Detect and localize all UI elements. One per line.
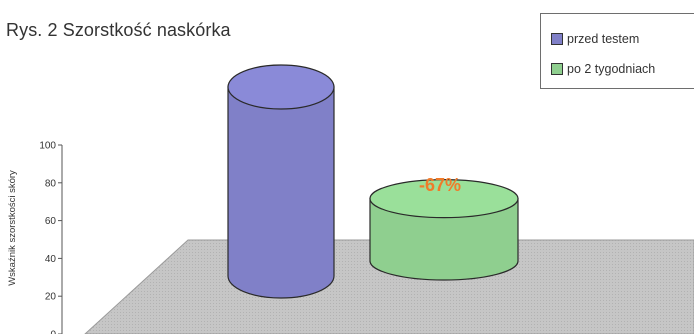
legend-label-po-2-tygodniach: po 2 tygodniach <box>567 62 656 76</box>
bar-top-przed-testem <box>227 64 335 110</box>
chart-title: Rys. 2 Szorstkość naskórka <box>6 20 231 40</box>
y-axis-label: Wskaźnik szorstkości skóry <box>7 170 18 286</box>
y-tick-label-0: 0 <box>50 330 56 334</box>
legend-label-przed-testem: przed testem <box>567 32 640 46</box>
y-tick-label-100: 100 <box>39 141 56 152</box>
bar-top-po-2-tygodniach <box>369 179 519 219</box>
y-tick-label-80: 80 <box>45 178 57 189</box>
legend-swatch-przed-testem <box>551 33 563 45</box>
bar-po-2-tygodniach <box>369 179 519 281</box>
legend-item-po-2-tygodniach: po 2 tygodniach <box>551 62 655 76</box>
legend-item-przed-testem: przed testem <box>551 32 639 46</box>
bar-przed-testem <box>227 64 335 299</box>
chart-legend: przed testem po 2 tygodniach <box>540 13 694 89</box>
bar-body-po-2-tygodniach <box>369 198 519 281</box>
y-tick-label-60: 60 <box>45 216 57 227</box>
change-annotation: -67% <box>419 175 461 195</box>
legend-swatch-po-2-tygodniach <box>551 63 563 75</box>
y-tick-label-20: 20 <box>45 292 57 303</box>
bar-body-przed-testem <box>227 86 335 299</box>
y-tick-label-40: 40 <box>45 254 57 265</box>
